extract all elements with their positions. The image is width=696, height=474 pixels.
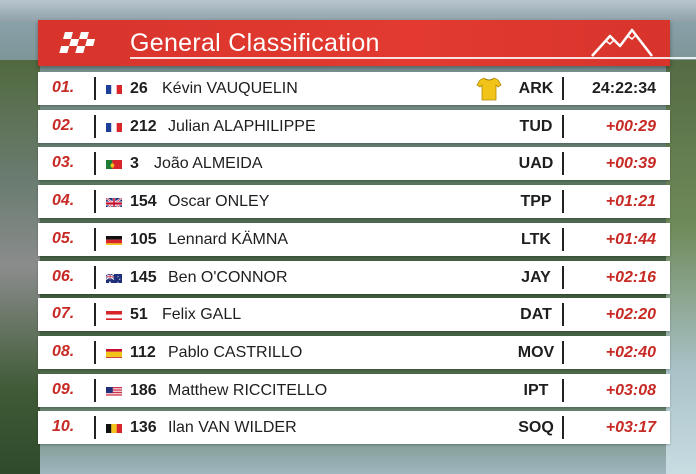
- column-divider: [94, 227, 96, 251]
- time-gap: +02:20: [605, 306, 656, 324]
- time-gap: +03:17: [605, 419, 656, 437]
- bib-number: 212: [130, 117, 157, 135]
- rider-position: 07.: [52, 305, 75, 323]
- column-divider: [94, 303, 96, 327]
- rider-position: 10.: [52, 418, 75, 436]
- team-code: DAT: [520, 306, 552, 324]
- germany-flag-icon: [106, 234, 122, 245]
- team-code: MOV: [517, 343, 555, 361]
- rider-position: 04.: [52, 192, 75, 210]
- team-code: SOQ: [518, 419, 554, 437]
- standings-row: 10. 136 Ilan VAN WILDER SOQ +03:17: [38, 411, 670, 445]
- bib-number: 105: [130, 230, 157, 248]
- standings-header: General Classification: [38, 20, 696, 66]
- team-code: ARK: [518, 80, 554, 97]
- column-divider: [562, 303, 564, 327]
- time-gap: 24:22:34: [591, 80, 656, 97]
- standings-row: 04. 154 Oscar ONLEY TPP +01:21: [38, 185, 670, 219]
- rider-name: Lennard KÄMNA: [168, 230, 289, 248]
- time-gap: +02:16: [605, 268, 656, 286]
- column-divider: [562, 340, 564, 364]
- mountain-icon: [591, 28, 653, 57]
- column-divider: [562, 378, 564, 402]
- belgium-flag-icon: [106, 422, 122, 434]
- page-title: General Classification: [130, 29, 380, 57]
- column-divider: [94, 114, 96, 138]
- rider-name: Ben O'CONNOR: [168, 268, 288, 286]
- standings-row: 09. 186 Matthew RICCITELLO IPT +03:08: [38, 373, 670, 407]
- team-code: IPT: [523, 381, 549, 399]
- time-gap: +00:29: [605, 117, 656, 135]
- team-code: UAD: [518, 155, 554, 173]
- usa-flag-icon: [106, 385, 122, 396]
- bib-number: 136: [130, 419, 157, 437]
- time-gap: +01:44: [605, 230, 656, 248]
- column-divider: [562, 190, 564, 214]
- rider-name: Ilan VAN WILDER: [168, 419, 297, 437]
- uk-flag-icon: [106, 196, 122, 208]
- background-sky: [0, 0, 696, 22]
- austria-flag-icon: [106, 309, 122, 321]
- bib-number: 186: [130, 381, 157, 399]
- rider-position: 02.: [52, 116, 75, 134]
- bib-number: 26: [130, 80, 148, 97]
- france-flag-icon: [106, 121, 122, 132]
- column-divider: [94, 265, 96, 289]
- column-divider: [562, 152, 564, 176]
- column-divider: [562, 416, 564, 440]
- column-divider: [562, 265, 564, 289]
- bib-number: 112: [130, 343, 156, 361]
- column-divider: [94, 340, 96, 364]
- australia-flag-icon: [106, 272, 122, 283]
- title-underline: [130, 57, 696, 59]
- rider-name: Matthew RICCITELLO: [168, 381, 328, 399]
- rider-position: 01.: [52, 79, 75, 96]
- rider-name: Julian ALAPHILIPPE: [168, 117, 316, 135]
- rider-name: Kévin VAUQUELIN: [162, 80, 298, 97]
- column-divider: [94, 416, 96, 440]
- standings-row: 06. 145 Ben O'CONNOR JAY +02:16: [38, 260, 670, 294]
- team-code: TPP: [520, 193, 552, 211]
- team-code: TUD: [519, 117, 553, 135]
- rider-name: Pablo CASTRILLO: [168, 343, 303, 361]
- standings-row: 01. 26 Kévin VAUQUELIN ARK 24:22:34: [38, 72, 670, 105]
- rider-position: 09.: [52, 380, 75, 398]
- team-code: LTK: [521, 230, 551, 248]
- time-gap: +03:08: [605, 381, 656, 399]
- rider-name: Oscar ONLEY: [168, 193, 270, 211]
- team-code: JAY: [521, 268, 551, 286]
- standings-row: 02. 212 Julian ALAPHILIPPE TUD +00:29: [38, 109, 670, 143]
- spain-flag-icon: [106, 347, 122, 358]
- standings-row: 07. 51 Felix GALL DAT +02:20: [38, 298, 670, 332]
- column-divider: [562, 227, 564, 251]
- time-gap: +01:21: [605, 193, 656, 211]
- yellow-jersey-icon: [476, 76, 502, 102]
- rider-position: 06.: [52, 267, 75, 285]
- bib-number: 3: [130, 155, 139, 173]
- standings-row: 08. 112 Pablo CASTRILLO MOV +02:40: [38, 335, 670, 369]
- bib-number: 145: [130, 268, 157, 286]
- portugal-flag-icon: [106, 158, 122, 170]
- rider-name: Felix GALL: [162, 306, 242, 324]
- background-scenery-right: [666, 60, 696, 474]
- column-divider: [562, 114, 564, 138]
- column-divider: [94, 152, 96, 176]
- column-divider: [94, 190, 96, 214]
- checkered-flag-icon: [59, 32, 96, 53]
- bib-number: 154: [130, 193, 157, 211]
- bib-number: 51: [130, 306, 148, 324]
- column-divider: [94, 378, 96, 402]
- time-gap: +02:40: [605, 343, 656, 361]
- standings-row: 05. 105 Lennard KÄMNA LTK +01:44: [38, 222, 670, 256]
- rider-position: 05.: [52, 229, 75, 247]
- standings-row: 03. 3 João ALMEIDA UAD +00:39: [38, 147, 670, 181]
- rider-name: João ALMEIDA: [154, 155, 263, 173]
- rider-position: 08.: [52, 342, 75, 360]
- france-flag-icon: [106, 83, 122, 94]
- rider-position: 03.: [52, 154, 75, 172]
- time-gap: +00:39: [605, 155, 656, 173]
- column-divider: [94, 77, 96, 100]
- background-scenery-left: [0, 60, 40, 474]
- column-divider: [562, 77, 564, 100]
